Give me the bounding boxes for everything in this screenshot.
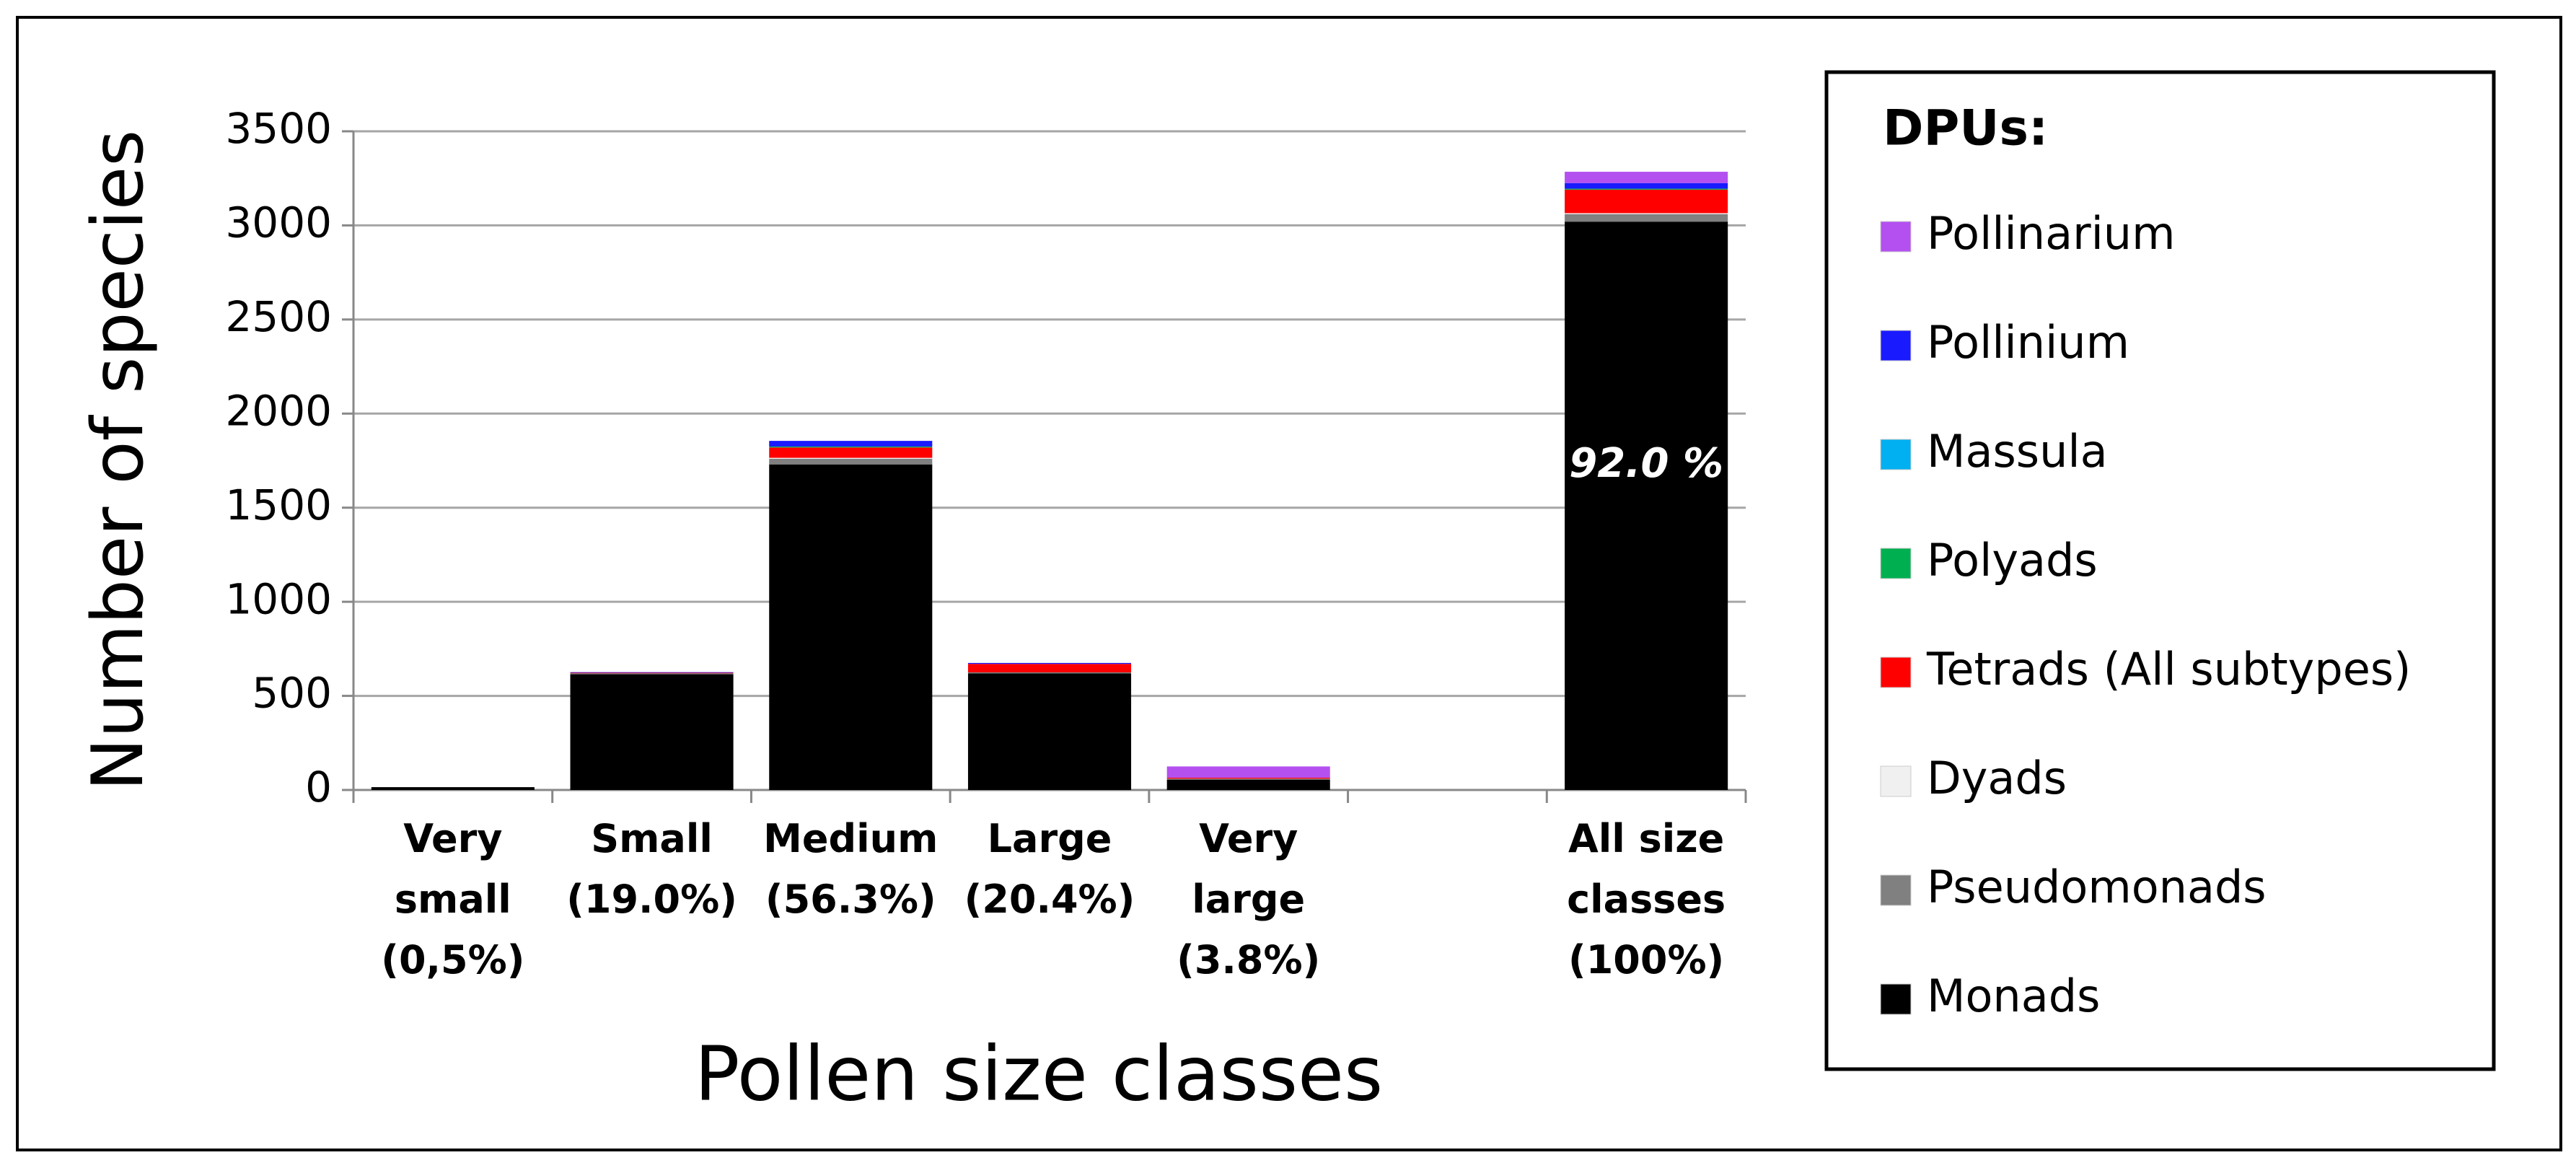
bar-segment [570,672,734,674]
bar-segment [967,662,1132,664]
bar-segment [1565,221,1728,790]
x-tick-label: Medium (56.3%) [763,816,938,922]
bar-segment [570,672,734,673]
legend-box [1824,70,2496,1071]
x-tick-label-line: All size [1568,816,1724,861]
legend-swatch [1880,221,1912,253]
x-tick-label-line: Very [1199,816,1298,861]
legend-label: Pollinarium [1927,207,2175,260]
legend-label: Massula [1927,425,2108,478]
x-tick-label: Large (20.4%) [964,816,1135,922]
bar-segment [967,673,1132,790]
legend-swatch [1880,330,1912,361]
legend-swatch [1880,548,1912,579]
y-tick-label: 500 [252,669,332,718]
legend-title: DPUs: [1883,100,2048,157]
bar-segment [769,441,933,447]
bar-segment [371,787,535,790]
bar-segment [967,664,1132,672]
x-tick-label-line: Large [988,816,1112,861]
legend-label: Polyads [1927,534,2098,587]
bar-segment [570,673,734,675]
y-tick-label: 2000 [225,386,332,435]
x-axis-title: Pollen size classes [695,1029,1383,1117]
x-tick-label-line: large [1192,877,1305,922]
y-tick-label: 1000 [225,574,332,623]
annotation: 92.0 % [1569,440,1723,487]
bar-segment [1565,214,1728,222]
legend-label: Dyads [1927,752,2067,804]
bar-segment [769,447,933,458]
y-axis-title: Number of species [77,130,159,791]
bar-segment [1166,766,1330,778]
legend-label: Monads [1927,970,2100,1022]
y-tick-label: 1500 [225,480,332,530]
bar-segment [1565,172,1728,183]
x-tick-label-line: (20.4%) [964,877,1135,922]
x-tick-label: All size classes (100%) [1567,816,1726,983]
bar-segment [1166,779,1330,790]
x-tick-label-line: (19.0%) [566,877,737,922]
x-tick-label-line: small [395,877,511,922]
legend-swatch [1880,874,1912,906]
y-tick-label: 3000 [225,198,332,247]
legend-swatch [1880,439,1912,470]
x-tick-label: Small (19.0%) [566,816,737,922]
bar-segment [769,464,933,790]
x-tick-label: Very large (3.8%) [1177,816,1320,983]
x-tick-label-line: Very [403,816,502,861]
bar-segment [1565,213,1728,214]
x-tick-label-line: (0,5%) [381,937,524,983]
bar-segment [769,458,933,465]
bar-segment [1565,183,1728,189]
bar-segment [1565,188,1728,190]
x-tick-label-line: Medium [763,816,938,861]
legend-swatch [1880,657,1912,688]
bar-segment [570,674,734,790]
x-tick-label-line: Small [591,816,713,861]
x-tick-label: Very small (0,5%) [381,816,524,983]
bar-segment [1166,778,1330,780]
legend-swatch [1880,983,1912,1015]
legend-label: Pseudomonads [1927,861,2267,913]
x-tick-label-line: classes [1567,877,1726,922]
legend-swatch [1880,765,1912,797]
x-tick-label-line: (100%) [1568,937,1724,983]
legend-label: Tetrads (All subtypes) [1926,643,2411,695]
y-tick-label: 3500 [225,104,332,153]
bar-segment [967,672,1132,674]
y-tick-label: 0 [305,763,332,812]
x-tick-label-line: (3.8%) [1177,937,1320,983]
legend-label: Pollinium [1927,316,2129,369]
bar-segment [769,457,933,459]
bar-segment [1565,189,1728,214]
y-tick-label: 2500 [225,292,332,341]
x-tick-label-line: (56.3%) [765,877,936,922]
